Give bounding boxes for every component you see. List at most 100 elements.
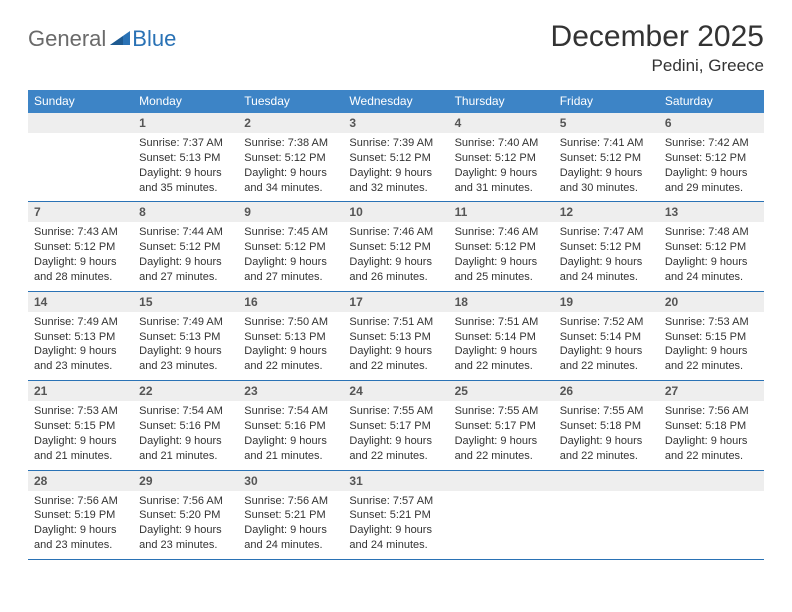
- detail-line: Sunrise: 7:55 AM: [560, 404, 653, 419]
- calendar-cell: 9Sunrise: 7:45 AMSunset: 5:12 PMDaylight…: [238, 202, 343, 290]
- detail-line: Daylight: 9 hours: [139, 255, 232, 270]
- detail-line: and 22 minutes.: [665, 359, 758, 374]
- detail-line: Sunrise: 7:51 AM: [349, 315, 442, 330]
- detail-line: Sunset: 5:13 PM: [139, 330, 232, 345]
- detail-line: Sunset: 5:12 PM: [139, 240, 232, 255]
- detail-line: Daylight: 9 hours: [139, 523, 232, 538]
- detail-line: Sunset: 5:15 PM: [34, 419, 127, 434]
- detail-line: Daylight: 9 hours: [34, 434, 127, 449]
- detail-line: Daylight: 9 hours: [455, 344, 548, 359]
- detail-line: Sunset: 5:18 PM: [560, 419, 653, 434]
- detail-line: and 22 minutes.: [455, 359, 548, 374]
- calendar-page: General Blue December 2025 Pedini, Greec…: [0, 0, 792, 560]
- day-details: Sunrise: 7:48 AMSunset: 5:12 PMDaylight:…: [659, 222, 764, 290]
- day-number: [659, 471, 764, 491]
- detail-line: Daylight: 9 hours: [34, 523, 127, 538]
- detail-line: and 27 minutes.: [244, 270, 337, 285]
- day-details: Sunrise: 7:52 AMSunset: 5:14 PMDaylight:…: [554, 312, 659, 380]
- detail-line: Sunrise: 7:42 AM: [665, 136, 758, 151]
- calendar-cell: [449, 471, 554, 559]
- day-number: 3: [343, 113, 448, 133]
- calendar-cell: [554, 471, 659, 559]
- detail-line: Sunset: 5:12 PM: [349, 151, 442, 166]
- calendar-cell: 18Sunrise: 7:51 AMSunset: 5:14 PMDayligh…: [449, 292, 554, 380]
- day-details: Sunrise: 7:38 AMSunset: 5:12 PMDaylight:…: [238, 133, 343, 201]
- logo-text-1: General: [28, 26, 106, 52]
- detail-line: and 23 minutes.: [34, 359, 127, 374]
- day-details: Sunrise: 7:51 AMSunset: 5:13 PMDaylight:…: [343, 312, 448, 380]
- day-number: 12: [554, 202, 659, 222]
- detail-line: Daylight: 9 hours: [244, 255, 337, 270]
- calendar-cell: 21 Sunrise: 7:53 AMSunset: 5:15 PMDayligh…: [28, 381, 133, 469]
- calendar-cell: 12Sunrise: 7:47 AMSunset: 5:12 PMDayligh…: [554, 202, 659, 290]
- day-details: Sunrise: 7:49 AMSunset: 5:13 PMDaylight:…: [28, 312, 133, 380]
- day-number: 19: [554, 292, 659, 312]
- detail-line: Sunrise: 7:48 AM: [665, 225, 758, 240]
- detail-line: and 35 minutes.: [139, 181, 232, 196]
- day-details: Sunrise: 7:50 AMSunset: 5:13 PMDaylight:…: [238, 312, 343, 380]
- detail-line: Sunrise: 7:51 AM: [455, 315, 548, 330]
- detail-line: and 28 minutes.: [34, 270, 127, 285]
- calendar-week: 1Sunrise: 7:37 AMSunset: 5:13 PMDaylight…: [28, 113, 764, 202]
- detail-line: Daylight: 9 hours: [349, 344, 442, 359]
- day-number: 10: [343, 202, 448, 222]
- day-details: Sunrise: 7:54 AMSunset: 5:16 PMDaylight:…: [133, 401, 238, 469]
- day-number: 21: [28, 381, 133, 401]
- detail-line: Sunset: 5:16 PM: [244, 419, 337, 434]
- detail-line: Sunrise: 7:47 AM: [560, 225, 653, 240]
- detail-line: Sunrise: 7:40 AM: [455, 136, 548, 151]
- detail-line: Sunset: 5:20 PM: [139, 508, 232, 523]
- day-number: 25: [449, 381, 554, 401]
- detail-line: and 32 minutes.: [349, 181, 442, 196]
- calendar-cell: 15Sunrise: 7:49 AMSunset: 5:13 PMDayligh…: [133, 292, 238, 380]
- calendar-cell: 24Sunrise: 7:55 AMSunset: 5:17 PMDayligh…: [343, 381, 448, 469]
- detail-line: and 24 minutes.: [560, 270, 653, 285]
- calendar-cell: 1Sunrise: 7:37 AMSunset: 5:13 PMDaylight…: [133, 113, 238, 201]
- calendar-cell: 28Sunrise: 7:56 AMSunset: 5:19 PMDayligh…: [28, 471, 133, 559]
- day-number: [554, 471, 659, 491]
- calendar-cell: 26Sunrise: 7:55 AMSunset: 5:18 PMDayligh…: [554, 381, 659, 469]
- day-number: 7: [28, 202, 133, 222]
- day-details: Sunrise: 7:53 AMSunset: 5:15 PMDaylight:…: [659, 312, 764, 380]
- day-number: 31: [343, 471, 448, 491]
- logo: General Blue: [28, 26, 176, 52]
- detail-line: Sunrise: 7:53 AM: [34, 404, 127, 419]
- detail-line: Sunrise: 7:49 AM: [34, 315, 127, 330]
- month-title: December 2025: [551, 20, 764, 54]
- day-details: Sunrise: 7:56 AMSunset: 5:18 PMDaylight:…: [659, 401, 764, 469]
- day-details: Sunrise: 7:55 AMSunset: 5:18 PMDaylight:…: [554, 401, 659, 469]
- detail-line: Sunset: 5:13 PM: [139, 151, 232, 166]
- detail-line: Daylight: 9 hours: [139, 344, 232, 359]
- detail-line: Sunset: 5:12 PM: [560, 240, 653, 255]
- detail-line: and 24 minutes.: [349, 538, 442, 553]
- detail-line: and 21 minutes.: [34, 449, 127, 464]
- day-details: Sunrise: 7:44 AMSunset: 5:12 PMDaylight:…: [133, 222, 238, 290]
- detail-line: Daylight: 9 hours: [455, 434, 548, 449]
- calendar-cell: 8Sunrise: 7:44 AMSunset: 5:12 PMDaylight…: [133, 202, 238, 290]
- day-details: Sunrise: 7:56 AMSunset: 5:20 PMDaylight:…: [133, 491, 238, 559]
- detail-line: Sunrise: 7:50 AM: [244, 315, 337, 330]
- day-number: 24: [343, 381, 448, 401]
- detail-line: Sunset: 5:14 PM: [560, 330, 653, 345]
- detail-line: and 24 minutes.: [665, 270, 758, 285]
- detail-line: Daylight: 9 hours: [349, 255, 442, 270]
- calendar-cell: 23Sunrise: 7:54 AMSunset: 5:16 PMDayligh…: [238, 381, 343, 469]
- detail-line: Sunrise: 7:41 AM: [560, 136, 653, 151]
- detail-line: Daylight: 9 hours: [34, 255, 127, 270]
- calendar-cell: 14Sunrise: 7:49 AMSunset: 5:13 PMDayligh…: [28, 292, 133, 380]
- detail-line: Daylight: 9 hours: [560, 434, 653, 449]
- weeks-container: 1Sunrise: 7:37 AMSunset: 5:13 PMDaylight…: [28, 113, 764, 560]
- day-number: [449, 471, 554, 491]
- triangle-icon: [110, 28, 130, 51]
- detail-line: Sunrise: 7:54 AM: [244, 404, 337, 419]
- detail-line: Sunset: 5:12 PM: [455, 240, 548, 255]
- day-number: 9: [238, 202, 343, 222]
- detail-line: Sunset: 5:12 PM: [560, 151, 653, 166]
- detail-line: Daylight: 9 hours: [139, 166, 232, 181]
- detail-line: Sunset: 5:14 PM: [455, 330, 548, 345]
- day-details: Sunrise: 7:55 AMSunset: 5:17 PMDaylight:…: [449, 401, 554, 469]
- detail-line: and 27 minutes.: [139, 270, 232, 285]
- day-details: [28, 133, 133, 142]
- day-number: 29: [133, 471, 238, 491]
- day-header: Wednesday: [343, 90, 448, 113]
